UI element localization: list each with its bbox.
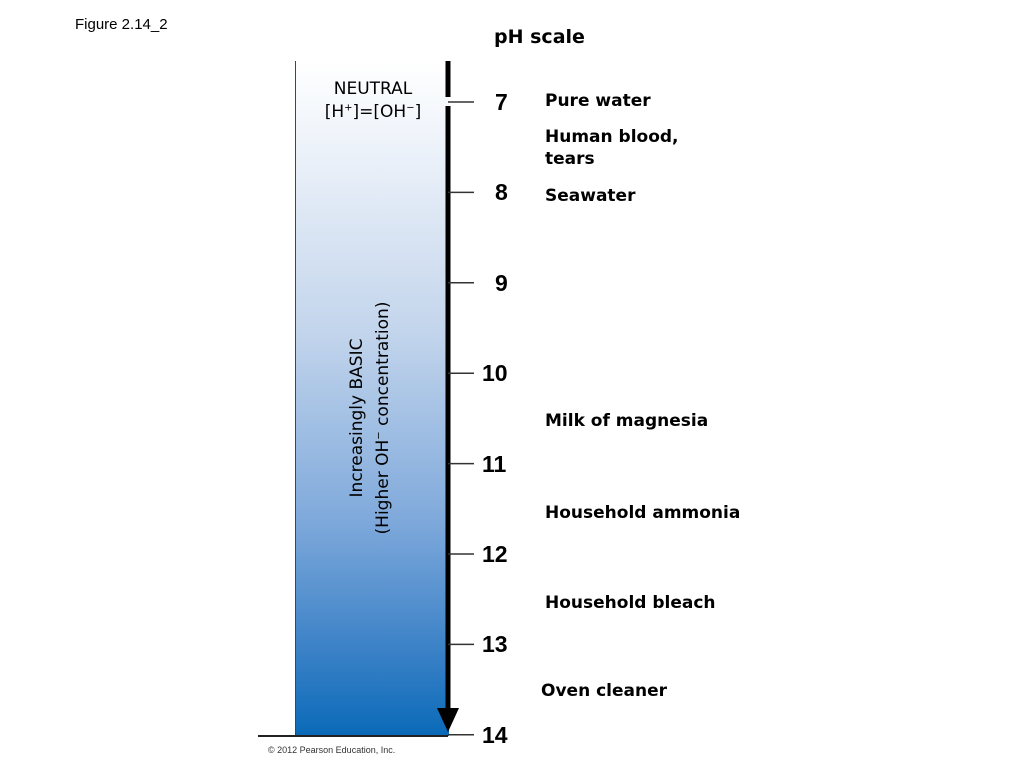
- tick-label-9: 9: [495, 270, 508, 296]
- tick-label-14: 14: [482, 722, 508, 748]
- tick-label-12: 12: [482, 541, 508, 567]
- figure-label: Figure 2.14_2: [75, 16, 168, 33]
- substance-human-blood: Human blood,: [545, 127, 679, 147]
- scale-title: pH scale: [494, 26, 585, 48]
- substance-pure-water: Pure water: [545, 91, 651, 111]
- baseline: [258, 735, 448, 737]
- tick-label-11: 11: [482, 451, 507, 477]
- neutral-heading: NEUTRAL: [333, 79, 413, 99]
- substance-oven-cleaner: Oven cleaner: [541, 681, 668, 701]
- substance-milk-of-magnesia: Milk of magnesia: [545, 411, 709, 431]
- copyright-notice: © 2012 Pearson Education, Inc.: [268, 745, 396, 755]
- neutral-label: NEUTRAL [H+]=[OH−]: [300, 78, 446, 124]
- tick-label-13: 13: [482, 631, 508, 657]
- substance-tears: tears: [545, 149, 595, 169]
- tick-label-8: 8: [495, 179, 508, 205]
- formula-oh: ]=[OH: [352, 102, 407, 122]
- tick-label-10: 10: [482, 360, 508, 386]
- basic-gradient-column: [295, 61, 449, 736]
- formula-h-charge: +: [344, 102, 353, 114]
- tick-label-7: 7: [495, 89, 508, 115]
- formula-oh-charge: −: [406, 102, 415, 114]
- formula-close: ]: [414, 102, 422, 122]
- substance-seawater: Seawater: [545, 186, 636, 206]
- arrow-head: [437, 708, 459, 732]
- formula-h: [H: [324, 102, 345, 122]
- tick-lines: [448, 101, 474, 736]
- substance-household-bleach: Household bleach: [545, 593, 716, 613]
- substance-household-ammonia: Household ammonia: [545, 503, 741, 523]
- neutral-formula: [H+]=[OH−]: [300, 101, 446, 124]
